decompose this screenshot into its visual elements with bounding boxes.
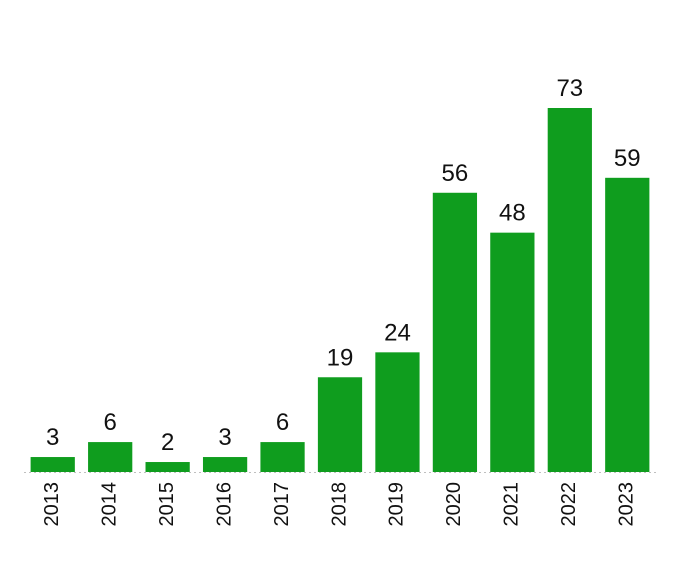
value-label-2014: 6 — [104, 409, 117, 436]
bar-2020 — [432, 192, 478, 472]
x-tick-label-2013: 2013 — [41, 482, 63, 527]
bar-2022 — [547, 108, 592, 472]
value-label-2017: 6 — [276, 409, 289, 436]
x-tick-label-2015: 2015 — [156, 482, 178, 527]
value-label-2023: 59 — [614, 145, 641, 172]
value-label-2020: 56 — [442, 160, 469, 187]
x-tick-label-2014: 2014 — [98, 482, 120, 527]
value-label-2021: 48 — [499, 200, 526, 227]
value-label-2019: 24 — [384, 319, 411, 346]
bar-2015 — [145, 462, 190, 472]
bars-group — [30, 108, 650, 472]
x-tick-label-2017: 2017 — [271, 482, 293, 527]
x-tick-label-2018: 2018 — [328, 482, 350, 527]
value-label-2018: 19 — [327, 344, 354, 371]
value-labels-group: 3 6 2 3 6 19 24 56 48 73 59 — [46, 75, 641, 456]
value-label-2016: 3 — [218, 424, 231, 451]
x-tick-label-2020: 2020 — [443, 482, 465, 527]
bar-2018 — [317, 377, 363, 472]
value-label-2022: 73 — [556, 75, 583, 102]
value-label-2013: 3 — [46, 424, 59, 451]
bar-2013 — [30, 457, 75, 472]
x-tick-label-2021: 2021 — [501, 482, 523, 527]
bar-2017 — [260, 442, 305, 472]
bar-2014 — [88, 442, 133, 472]
bar-2021 — [490, 232, 535, 472]
x-tick-label-2016: 2016 — [213, 482, 235, 527]
bar-2019 — [375, 352, 420, 472]
x-tick-label-2022: 2022 — [558, 482, 580, 527]
x-tick-labels-group: 2013 2014 2015 2016 2017 2018 2019 2020 2021 2022… — [41, 482, 638, 527]
value-label-2015: 2 — [161, 429, 174, 456]
x-tick-label-2019: 2019 — [386, 482, 408, 527]
x-tick-label-2023: 2023 — [616, 482, 638, 527]
bar-2023 — [605, 177, 650, 472]
bar-2016 — [202, 457, 248, 472]
